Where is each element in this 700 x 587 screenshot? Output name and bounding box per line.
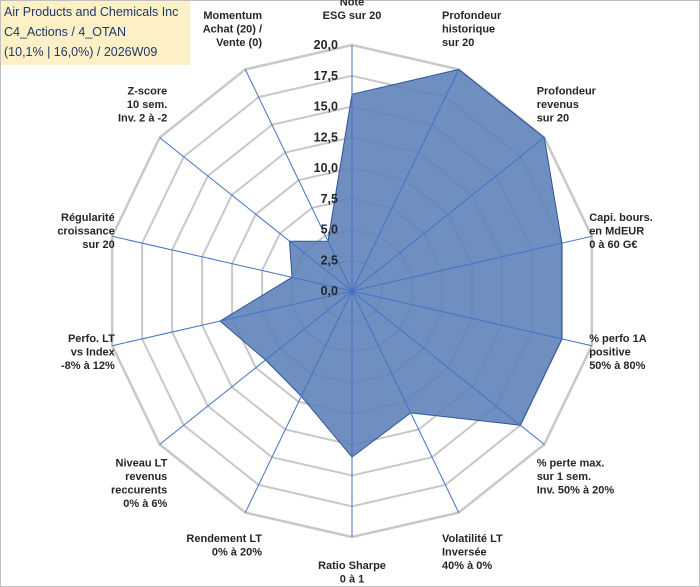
axis-label: Inversée	[442, 547, 487, 559]
axis-label: revenus	[125, 471, 167, 483]
axis-label: Régularité	[61, 212, 115, 224]
axis-label: % perte max.	[537, 458, 605, 470]
axis-spoke	[112, 235, 353, 292]
axis-label: sur 20	[537, 112, 569, 124]
axis-label: ESG sur 20	[323, 10, 382, 22]
axis-label: Perfo. LT	[68, 333, 115, 345]
axis-spoke	[351, 235, 592, 292]
axis-label: % perfo 1A	[589, 333, 647, 345]
axis-label: Inv. 50% à 20%	[537, 485, 615, 497]
axis-spoke	[351, 290, 460, 513]
axis-label: Niveau LT	[116, 458, 168, 470]
axis-label: -8% à 12%	[61, 360, 115, 372]
axis-label: reccurents	[111, 485, 167, 497]
axis-spoke	[159, 290, 353, 445]
axis-spoke	[244, 290, 353, 513]
tick-label-layer: 0,0 2,5 5,0 7,5 10,0 12,5 15,0 17,5 20,0	[314, 38, 338, 298]
axis-spoke	[351, 290, 592, 347]
axis-label: 0 à 1	[340, 574, 364, 586]
axis-label: 40% à 0%	[442, 560, 492, 572]
chart-title-performance: (10,1% | 16,0%) / 2026W09	[4, 45, 158, 59]
tick-label: 17,5	[314, 69, 338, 83]
axis-label: positive	[589, 347, 631, 359]
axis-label: 0% à 20%	[212, 547, 262, 559]
axis-label: en MdEUR	[589, 226, 644, 238]
axis-spoke	[351, 137, 545, 292]
tick-label: 20,0	[314, 38, 338, 52]
axis-label: 10 sem.	[127, 99, 167, 111]
chart-title-company: Air Products and Chemicals Inc	[4, 5, 179, 19]
axis-label: Profondeur	[442, 10, 502, 22]
axis-label: Achat (20) /	[203, 23, 262, 35]
axis-label: Ratio Sharpe	[318, 560, 386, 572]
data-area	[219, 68, 563, 458]
axis-label: Momentum	[203, 10, 262, 22]
tick-label: 5,0	[321, 223, 338, 237]
axis-spoke	[244, 69, 353, 292]
axis-label: Rendement LT	[186, 533, 262, 545]
axis-label: revenus	[537, 99, 579, 111]
axis-label: croissance	[57, 226, 114, 238]
axis-label: historique	[442, 23, 495, 35]
tick-label: 2,5	[321, 253, 338, 267]
axis-label: 0% à 6%	[123, 498, 167, 510]
axis-label: Vente (0)	[216, 37, 262, 49]
tick-label: 15,0	[314, 100, 338, 114]
chart-title-box: Air Products and Chemicals Inc C4_Action…	[1, 1, 190, 65]
axis-spoke	[112, 290, 353, 347]
axis-spoke	[351, 69, 460, 292]
tick-label: 12,5	[314, 130, 338, 144]
tick-label: 7,5	[321, 192, 338, 206]
axis-spoke	[351, 290, 545, 445]
axis-label: sur 20	[82, 239, 114, 251]
tick-label: 0,0	[321, 284, 338, 298]
axis-label: sur 20	[442, 37, 474, 49]
axis-label: sur 1 sem.	[537, 471, 591, 483]
axis-label: vs Index	[71, 347, 116, 359]
tick-label: 10,0	[314, 161, 338, 175]
axis-label: 50% à 80%	[589, 360, 645, 372]
axis-label: Z-score	[128, 85, 168, 97]
spoke-layer	[112, 45, 592, 537]
axis-spoke	[159, 137, 353, 292]
data-area-layer	[219, 68, 563, 458]
axis-label: Capi. bours.	[589, 212, 653, 224]
axis-label: Inv. 2 à -2	[118, 112, 167, 124]
axis-label: Profondeur	[537, 85, 597, 97]
axis-label: Note	[340, 0, 364, 9]
axis-label: 0 à 60 G€	[589, 239, 637, 251]
axis-label: Volatilité LT	[442, 533, 503, 545]
chart-title-category: C4_Actions / 4_OTAN	[4, 25, 127, 39]
